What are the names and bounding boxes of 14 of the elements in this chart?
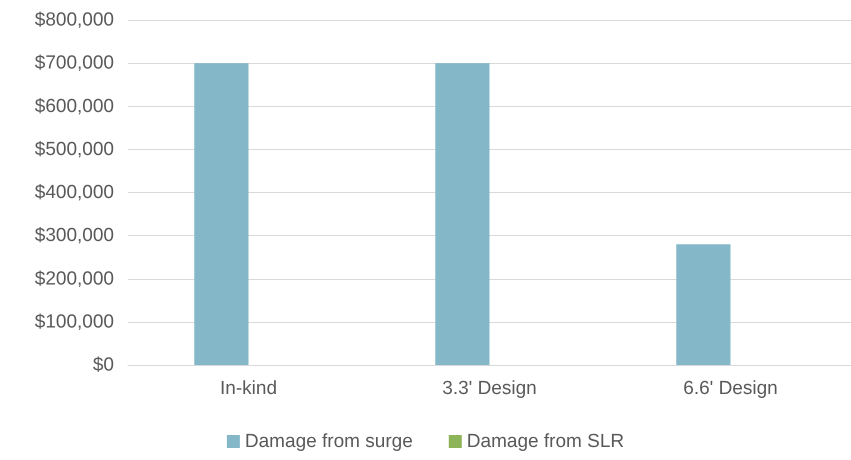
x-tick-label: 6.6' Design <box>683 378 778 399</box>
y-tick-label: $100,000 <box>34 311 114 332</box>
y-tick-label: $800,000 <box>34 10 114 30</box>
y-tick-label: $200,000 <box>34 268 114 290</box>
x-tick-label: 3.3' Design <box>442 378 537 399</box>
y-tick-label: $600,000 <box>34 96 114 117</box>
legend-label: Damage from surge <box>244 431 413 452</box>
legend-label: Damage from SLR <box>466 431 624 452</box>
y-tick-label: $700,000 <box>34 52 114 74</box>
y-tick-label: $300,000 <box>34 225 114 246</box>
x-tick-label: In-kind <box>220 378 278 399</box>
y-tick-label: $400,000 <box>34 182 114 203</box>
y-tick-label: $0 <box>92 354 114 376</box>
y-tick-label: $500,000 <box>34 138 114 160</box>
